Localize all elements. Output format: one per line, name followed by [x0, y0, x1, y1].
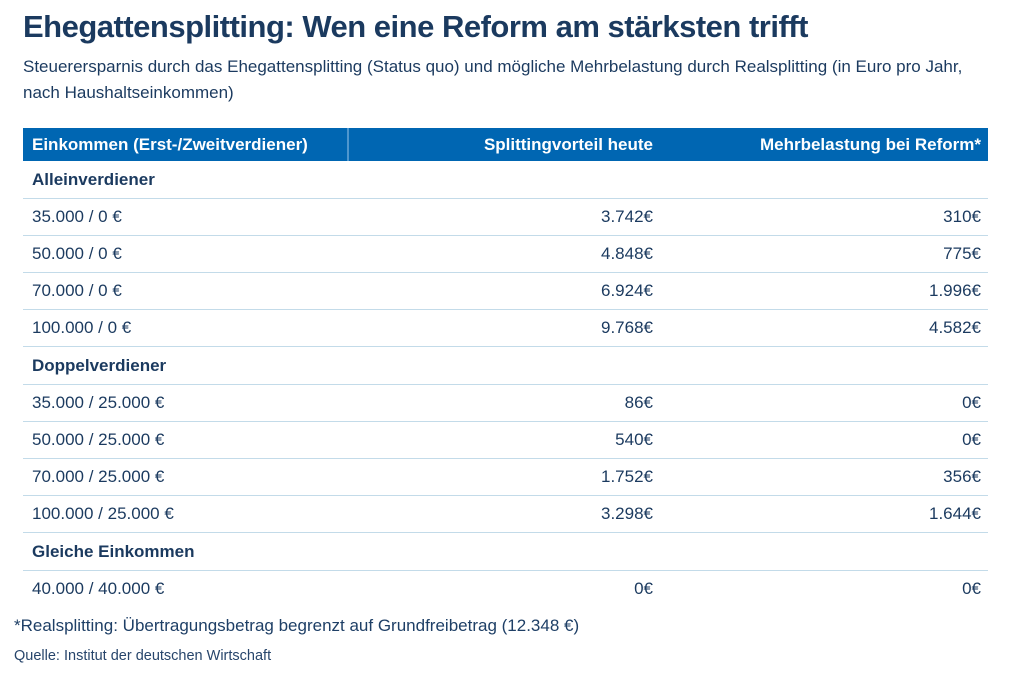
income-cell: 35.000 / 0 €	[32, 207, 122, 226]
table-row: 50.000 / 0 € 4.848€ 775€	[23, 236, 988, 273]
table-row: 70.000 / 0 € 6.924€ 1.996€	[23, 273, 988, 310]
income-cell: 100.000 / 0 €	[32, 318, 132, 337]
table-row: 50.000 / 25.000 € 540€ 0€	[23, 422, 988, 459]
table-row: 100.000 / 0 € 9.768€ 4.582€	[23, 310, 988, 347]
column-header-einkommen: Einkommen (Erst-/Zweitverdiener)	[23, 128, 348, 161]
section-label: Doppelverdiener	[32, 355, 167, 375]
advantage-cell: 3.742€	[601, 207, 653, 226]
table-row: 35.000 / 25.000 € 86€ 0€	[23, 385, 988, 422]
section-header-alleinverdiener: Alleinverdiener	[23, 161, 988, 199]
source: Quelle: Institut der deutschen Wirtschaf…	[14, 648, 272, 664]
advantage-cell: 1.752€	[601, 467, 653, 486]
burden-cell: 0€	[962, 579, 981, 598]
advantage-cell: 6.924€	[601, 281, 653, 300]
burden-cell: 1.996€	[929, 281, 981, 300]
income-cell: 50.000 / 25.000 €	[32, 430, 165, 449]
advantage-cell: 86€	[624, 393, 653, 412]
income-cell: 40.000 / 40.000 €	[32, 579, 165, 598]
advantage-cell: 3.298€	[601, 504, 653, 523]
burden-cell: 356€	[943, 467, 981, 486]
income-cell: 50.000 / 0 €	[32, 244, 122, 263]
section-header-doppelverdiener: Doppelverdiener	[23, 347, 988, 385]
advantage-cell: 0€	[634, 579, 653, 598]
table-row: 100.000 / 25.000 € 3.298€ 1.644€	[23, 496, 988, 533]
advantage-cell: 4.848€	[601, 244, 653, 263]
page-title: Ehegattensplitting: Wen eine Reform am s…	[23, 9, 808, 44]
burden-cell: 0€	[962, 393, 981, 412]
burden-cell: 0€	[962, 430, 981, 449]
income-cell: 35.000 / 25.000 €	[32, 393, 165, 412]
column-header-mehrbelastung: Mehrbelastung bei Reform*	[660, 128, 988, 161]
income-cell: 70.000 / 25.000 €	[32, 467, 165, 486]
burden-cell: 4.582€	[929, 318, 981, 337]
burden-cell: 1.644€	[929, 504, 981, 523]
subtitle: Steuerersparnis durch das Ehegattensplit…	[23, 57, 963, 102]
burden-cell: 775€	[943, 244, 981, 263]
column-header-splittingvorteil: Splittingvorteil heute	[347, 128, 660, 161]
table-header-row: Einkommen (Erst-/Zweitverdiener) Splitti…	[23, 128, 988, 161]
table-row: 70.000 / 25.000 € 1.752€ 356€	[23, 459, 988, 496]
splitting-table: Einkommen (Erst-/Zweitverdiener) Splitti…	[23, 128, 988, 607]
advantage-cell: 540€	[615, 430, 653, 449]
footnote: *Realsplitting: Übertragungsbetrag begre…	[14, 616, 580, 635]
table-row: 35.000 / 0 € 3.742€ 310€	[23, 199, 988, 236]
income-cell: 70.000 / 0 €	[32, 281, 122, 300]
section-label: Alleinverdiener	[32, 169, 155, 189]
section-label: Gleiche Einkommen	[32, 541, 195, 561]
section-header-gleiche-einkommen: Gleiche Einkommen	[23, 533, 988, 571]
burden-cell: 310€	[943, 207, 981, 226]
table-row: 40.000 / 40.000 € 0€ 0€	[23, 571, 988, 608]
advantage-cell: 9.768€	[601, 318, 653, 337]
income-cell: 100.000 / 25.000 €	[32, 504, 174, 523]
